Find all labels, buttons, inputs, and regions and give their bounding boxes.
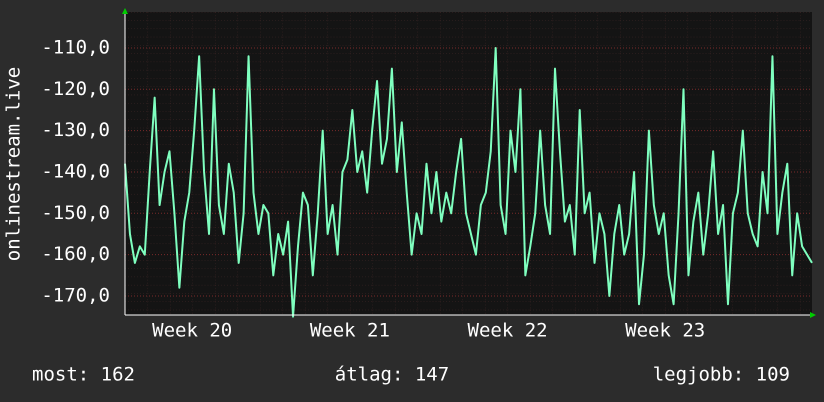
footer-last: most: 162 xyxy=(32,364,135,386)
y-tick-label: -130,0 xyxy=(41,119,110,141)
y-arrow xyxy=(122,8,128,14)
x-tick-label: Week 23 xyxy=(625,320,705,342)
y-axis-label: onlinestream.live xyxy=(3,67,25,261)
x-tick-label: Week 21 xyxy=(310,320,390,342)
plot xyxy=(124,46,813,318)
y-tick-label: -140,0 xyxy=(41,160,110,182)
y-tick-label: -160,0 xyxy=(41,243,110,265)
minor-grid xyxy=(125,12,812,315)
footer-avg: átlag: 147 xyxy=(335,364,449,386)
y-tick-label: -170,0 xyxy=(41,284,110,306)
footer-best: legjobb: 109 xyxy=(653,364,790,386)
x-arrow xyxy=(810,312,816,318)
x-tick-label: Week 20 xyxy=(152,320,232,342)
y-tick-label: -120,0 xyxy=(41,78,110,100)
x-tick-label: Week 22 xyxy=(468,320,548,342)
data-line xyxy=(124,46,813,318)
y-tick-label: -150,0 xyxy=(41,202,110,224)
y-tick-label: -110,0 xyxy=(41,36,110,58)
